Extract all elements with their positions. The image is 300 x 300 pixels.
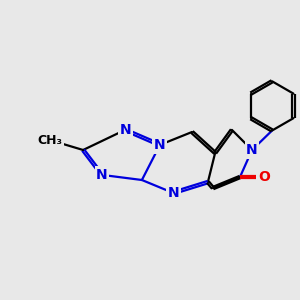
Text: N: N [154, 138, 166, 152]
Text: CH₃: CH₃ [38, 134, 63, 147]
Text: N: N [119, 123, 131, 137]
Text: N: N [167, 186, 179, 200]
Text: N: N [246, 143, 258, 157]
Text: N: N [96, 168, 108, 182]
Text: O: O [258, 170, 270, 184]
